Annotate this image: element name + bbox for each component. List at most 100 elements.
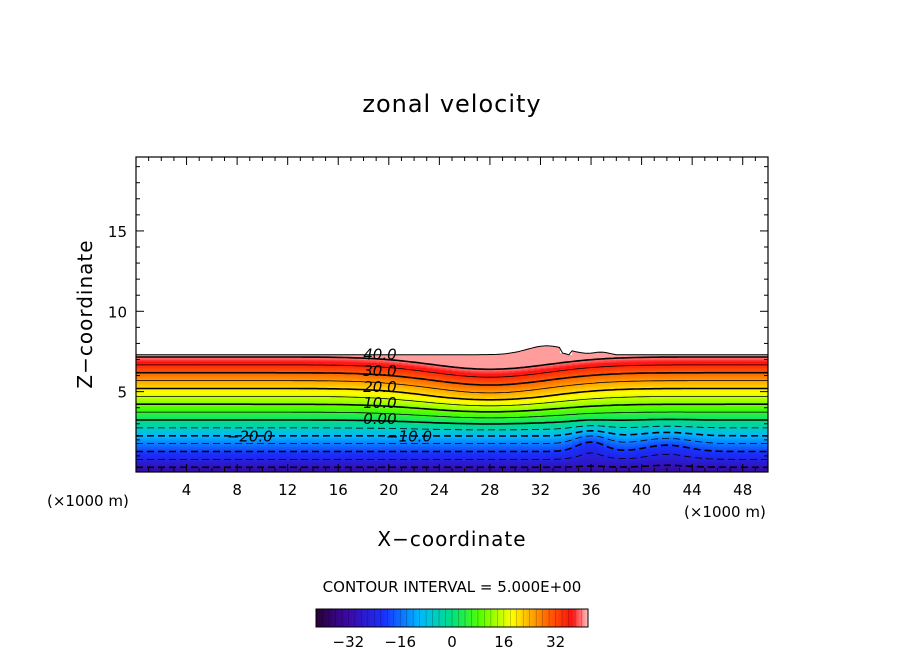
field-cell <box>439 460 447 464</box>
field-cell <box>388 448 396 451</box>
field-cell <box>275 357 282 360</box>
field-cell <box>325 400 333 403</box>
field-cell <box>388 462 396 465</box>
field-cell <box>407 405 415 408</box>
field-cell <box>433 457 440 460</box>
field-cell <box>458 452 466 456</box>
field-cell <box>192 470 200 472</box>
field-cell <box>211 406 219 410</box>
field-cell <box>218 470 226 472</box>
field-cell <box>357 383 365 386</box>
field-cell <box>445 375 453 378</box>
field-cell <box>369 384 377 387</box>
field-cell <box>439 468 447 472</box>
field-cell <box>445 413 453 416</box>
field-cell <box>515 405 523 408</box>
field-cell <box>192 456 200 459</box>
field-cell <box>452 424 459 427</box>
field-cell <box>192 457 200 460</box>
field-cell <box>312 424 320 427</box>
field-cell <box>376 378 384 381</box>
field-cell <box>249 446 257 449</box>
field-cell <box>407 448 415 451</box>
field-cell <box>489 443 497 446</box>
field-cell <box>401 386 409 389</box>
field-cell <box>489 432 497 435</box>
field-cell <box>312 451 320 454</box>
field-cell <box>211 376 219 379</box>
field-cell <box>294 395 301 399</box>
field-cell <box>376 445 384 448</box>
field-cell <box>256 422 263 425</box>
field-cell <box>540 410 548 413</box>
field-cell <box>470 411 478 414</box>
field-cell <box>344 386 352 389</box>
field-cell <box>294 399 301 402</box>
field-cell <box>420 403 428 406</box>
field-cell <box>388 430 396 433</box>
field-cell <box>395 438 403 441</box>
field-cell <box>180 421 188 424</box>
field-cell <box>319 389 327 392</box>
field-cell <box>262 370 270 373</box>
field-cell <box>192 411 200 414</box>
field-cell <box>452 411 459 414</box>
field-cell <box>483 419 491 422</box>
field-cell <box>338 443 346 446</box>
field-cell <box>262 416 270 419</box>
field-cell <box>546 449 554 452</box>
field-cell <box>218 454 226 457</box>
field-cell <box>350 367 358 370</box>
field-cell <box>515 381 523 384</box>
field-cell <box>180 379 188 383</box>
field-cell <box>540 378 548 381</box>
field-cell <box>287 408 295 411</box>
field-cell <box>363 449 371 452</box>
field-cell <box>192 391 200 394</box>
field-cell <box>136 394 143 397</box>
field-cell <box>414 362 421 365</box>
field-cell <box>363 440 371 443</box>
field-cell <box>483 357 491 360</box>
field-cell <box>142 368 150 372</box>
field-cell <box>420 381 428 384</box>
field-cell <box>306 405 314 408</box>
field-cell <box>363 395 371 399</box>
field-cell <box>470 379 478 383</box>
field-cell <box>237 410 245 413</box>
field-cell <box>382 445 390 448</box>
field-cell <box>256 421 263 424</box>
field-cell <box>249 425 257 429</box>
field-cell <box>508 360 516 364</box>
field-cell <box>433 454 440 457</box>
field-cell <box>249 405 257 408</box>
field-cell <box>338 376 346 379</box>
field-cell <box>376 408 384 411</box>
field-cell <box>224 400 232 403</box>
field-cell <box>199 425 207 429</box>
field-cell <box>527 448 535 451</box>
field-cell <box>325 383 333 386</box>
field-cell <box>344 430 352 433</box>
field-cell <box>527 367 535 370</box>
field-cell <box>344 362 352 365</box>
field-cell <box>458 424 466 427</box>
field-cell <box>369 462 377 465</box>
field-cell <box>199 397 207 400</box>
field-cell <box>489 365 497 368</box>
field-cell <box>464 408 472 411</box>
field-cell <box>540 446 548 449</box>
field-cell <box>249 367 257 370</box>
field-cell <box>445 446 453 449</box>
field-cell <box>287 429 295 432</box>
field-cell <box>300 411 308 414</box>
field-cell <box>275 370 282 373</box>
field-cell <box>502 443 510 446</box>
field-cell <box>388 394 396 397</box>
field-cell <box>350 359 358 362</box>
field-cell <box>281 391 289 394</box>
field-cell <box>192 375 200 378</box>
field-cell <box>136 395 143 399</box>
field-cell <box>420 430 428 433</box>
field-cell <box>452 459 459 462</box>
